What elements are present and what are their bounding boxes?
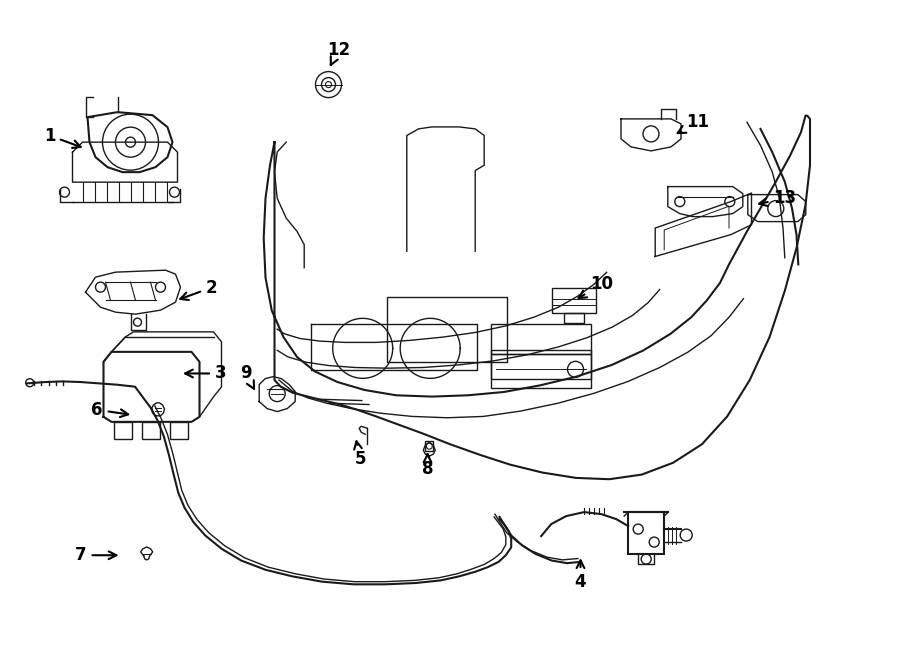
Bar — [553, 288, 596, 313]
Bar — [141, 422, 159, 439]
Text: 12: 12 — [327, 40, 350, 65]
Text: 9: 9 — [240, 364, 254, 389]
Bar — [628, 512, 664, 554]
Text: 7: 7 — [76, 546, 116, 564]
Text: 8: 8 — [422, 454, 433, 479]
Text: 2: 2 — [180, 278, 217, 300]
Text: 3: 3 — [185, 364, 226, 383]
Text: 10: 10 — [579, 275, 613, 298]
Text: 6: 6 — [92, 401, 128, 419]
Bar — [113, 422, 131, 439]
Text: 5: 5 — [354, 442, 365, 469]
Bar — [387, 297, 507, 362]
Text: 1: 1 — [44, 126, 81, 148]
Bar — [564, 313, 584, 323]
Bar — [491, 354, 590, 379]
Text: 11: 11 — [678, 113, 709, 133]
Bar — [491, 324, 590, 354]
Text: 13: 13 — [760, 189, 796, 208]
Bar — [491, 350, 590, 388]
Bar — [169, 422, 187, 439]
Bar — [426, 441, 433, 451]
Text: 4: 4 — [575, 561, 586, 591]
